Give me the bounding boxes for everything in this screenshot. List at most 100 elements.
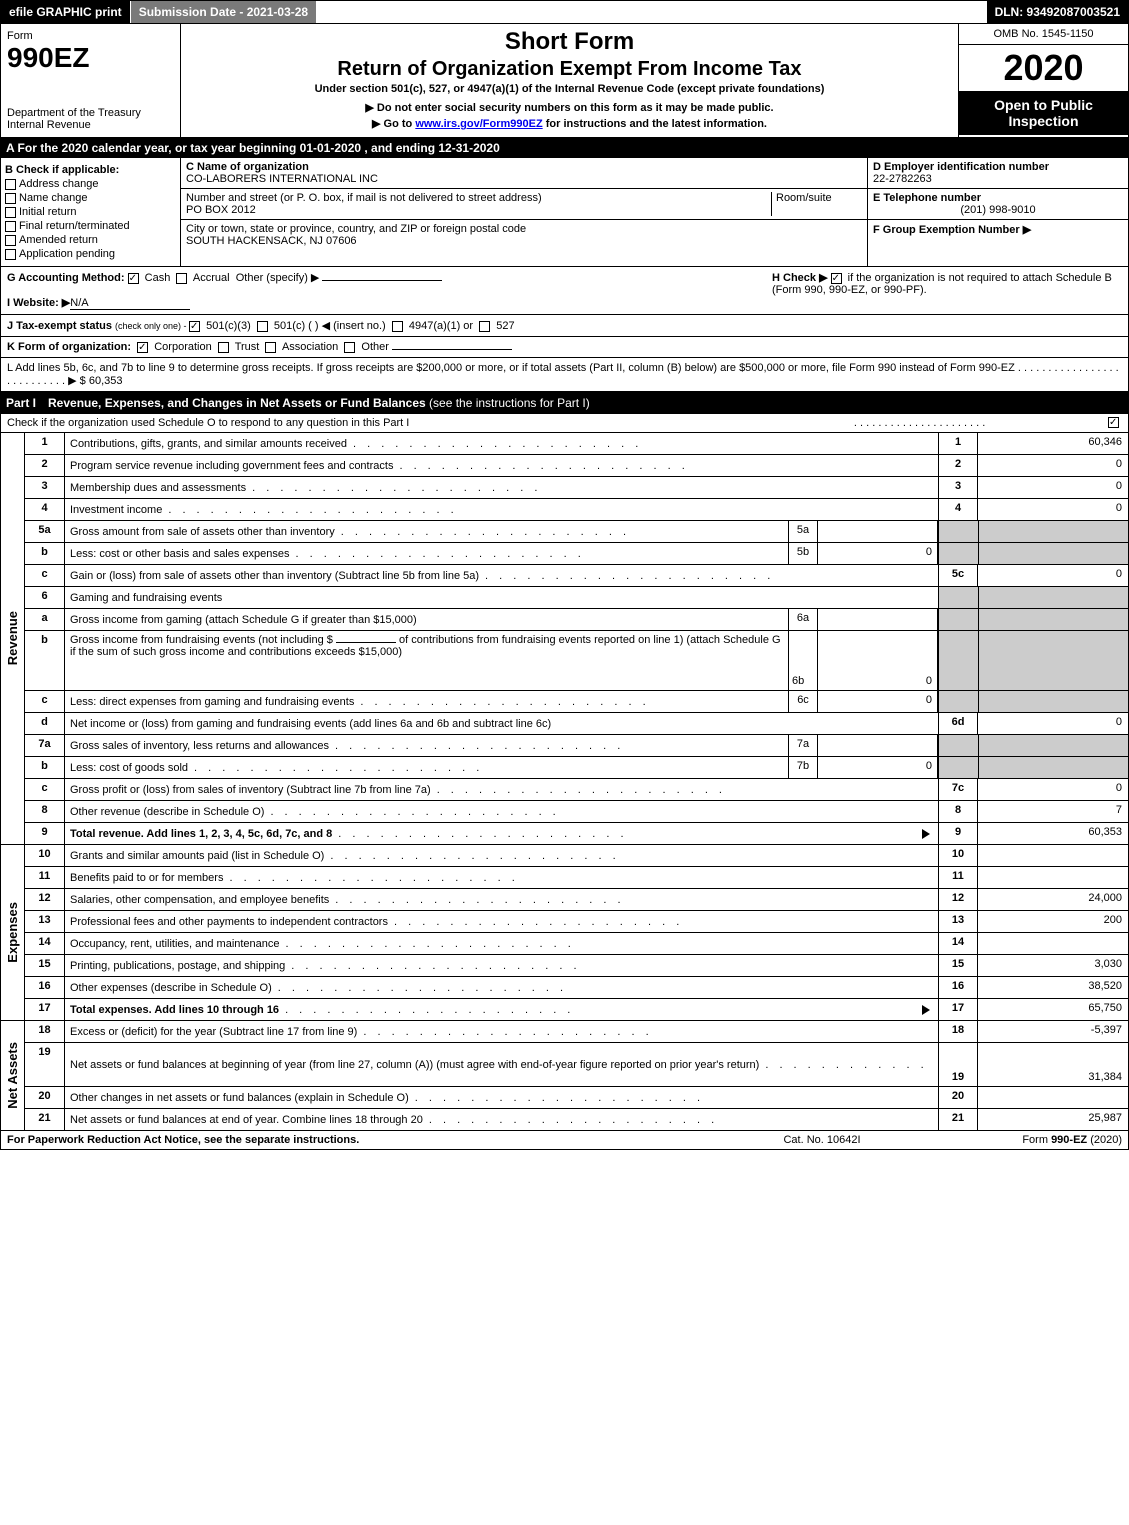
notices: ▶ Do not enter social security numbers o… bbox=[185, 101, 954, 130]
checkbox-accrual[interactable] bbox=[176, 273, 187, 284]
line-ref: 9 bbox=[938, 823, 978, 844]
checkbox-4947[interactable] bbox=[392, 321, 403, 332]
line-amount: 3,030 bbox=[978, 955, 1128, 976]
checkbox-part1-scho[interactable] bbox=[1108, 417, 1119, 428]
line-num: 6 bbox=[25, 587, 65, 608]
mini-label: 6c bbox=[788, 691, 818, 712]
line-ref: 17 bbox=[938, 999, 978, 1020]
mini-value bbox=[818, 521, 938, 542]
checkbox-corp[interactable] bbox=[137, 342, 148, 353]
other-label: Other (specify) ▶ bbox=[236, 272, 320, 284]
line-ref: 16 bbox=[938, 977, 978, 998]
line-num: c bbox=[25, 691, 65, 712]
triangle-icon bbox=[922, 1005, 930, 1015]
checkbox-icon[interactable] bbox=[5, 235, 16, 246]
checkbox-501c[interactable] bbox=[257, 321, 268, 332]
checkbox-501c3[interactable] bbox=[189, 321, 200, 332]
checkbox-assoc[interactable] bbox=[265, 342, 276, 353]
line-6d: d Net income or (loss) from gaming and f… bbox=[24, 713, 1129, 735]
line-desc: Other expenses (describe in Schedule O).… bbox=[65, 977, 938, 998]
grey-spacer bbox=[938, 543, 978, 564]
checkbox-icon[interactable] bbox=[5, 193, 16, 204]
top-bar: efile GRAPHIC print Submission Date - 20… bbox=[0, 0, 1129, 24]
line-amount: 0 bbox=[978, 477, 1128, 498]
grey-spacer bbox=[978, 631, 1128, 690]
check-amended-return: Amended return bbox=[5, 234, 176, 246]
other-specify-input[interactable] bbox=[322, 280, 442, 281]
line-desc: Net income or (loss) from gaming and fun… bbox=[65, 713, 938, 734]
l-text: L Add lines 5b, 6c, and 7b to line 9 to … bbox=[7, 362, 1015, 374]
line-amount: 0 bbox=[978, 455, 1128, 476]
checkbox-h[interactable] bbox=[831, 273, 842, 284]
section-h: H Check ▶ if the organization is not req… bbox=[772, 271, 1122, 310]
group-exemption: F Group Exemption Number ▶ bbox=[868, 220, 1128, 239]
checkbox-icon[interactable] bbox=[5, 179, 16, 190]
grey-spacer bbox=[938, 757, 978, 778]
website-value: N/A bbox=[70, 297, 190, 310]
row-j: J Tax-exempt status (check only one) - 5… bbox=[0, 315, 1129, 337]
line-num: c bbox=[25, 565, 65, 586]
line-amount: 7 bbox=[978, 801, 1128, 822]
line-desc: Printing, publications, postage, and shi… bbox=[65, 955, 938, 976]
line-num: 21 bbox=[25, 1109, 65, 1130]
l-value: $ 60,353 bbox=[80, 375, 123, 387]
checkbox-trust[interactable] bbox=[218, 342, 229, 353]
addr-block: Number and street (or P. O. box, if mail… bbox=[181, 189, 867, 220]
checkbox-icon[interactable] bbox=[5, 207, 16, 218]
line-amount bbox=[978, 867, 1128, 888]
line-ref: 10 bbox=[938, 845, 978, 866]
footer-center: Cat. No. 10642I bbox=[722, 1134, 922, 1146]
line-15: 15 Printing, publications, postage, and … bbox=[24, 955, 1129, 977]
mini-value: 0 bbox=[818, 691, 938, 712]
line-num: 15 bbox=[25, 955, 65, 976]
line-ref: 4 bbox=[938, 499, 978, 520]
check-address-change: Address change bbox=[5, 178, 176, 190]
row-k: K Form of organization: Corporation Trus… bbox=[0, 337, 1129, 358]
line-ref: 5c bbox=[938, 565, 978, 586]
revenue-side-label: Revenue bbox=[0, 433, 24, 845]
line-7a: 7a Gross sales of inventory, less return… bbox=[24, 735, 1129, 757]
checkbox-cash[interactable] bbox=[128, 273, 139, 284]
line-ref: 11 bbox=[938, 867, 978, 888]
grey-spacer bbox=[938, 609, 978, 630]
line-desc: Excess or (deficit) for the year (Subtra… bbox=[65, 1021, 938, 1042]
checkbox-icon[interactable] bbox=[5, 221, 16, 232]
contrib-input[interactable] bbox=[336, 642, 396, 643]
line-1: 1 Contributions, gifts, grants, and simi… bbox=[24, 433, 1129, 455]
mini-value: 0 bbox=[818, 543, 938, 564]
line-2: 2 Program service revenue including gove… bbox=[24, 455, 1129, 477]
opt-trust: Trust bbox=[235, 341, 260, 353]
checkbox-527[interactable] bbox=[479, 321, 490, 332]
grey-spacer bbox=[978, 691, 1128, 712]
phone-label: E Telephone number bbox=[873, 192, 981, 204]
line-amount: 60,346 bbox=[978, 433, 1128, 454]
line-desc: Occupancy, rent, utilities, and maintena… bbox=[65, 933, 938, 954]
irs-link[interactable]: www.irs.gov/Form990EZ bbox=[415, 118, 542, 130]
line-desc: Less: direct expenses from gaming and fu… bbox=[65, 691, 788, 712]
line-19: 19 Net assets or fund balances at beginn… bbox=[24, 1043, 1129, 1087]
info-block: B Check if applicable: Address change Na… bbox=[0, 158, 1129, 267]
checkbox-other-org[interactable] bbox=[344, 342, 355, 353]
header-left: Form 990EZ Department of the Treasury In… bbox=[1, 24, 181, 137]
line-desc: Investment income. . . . . . . . . . . .… bbox=[65, 499, 938, 520]
grey-spacer bbox=[978, 609, 1128, 630]
line-desc: Net assets or fund balances at beginning… bbox=[65, 1043, 938, 1086]
line-num: 13 bbox=[25, 911, 65, 932]
check-initial-return: Initial return bbox=[5, 206, 176, 218]
return-title: Return of Organization Exempt From Incom… bbox=[185, 58, 954, 81]
dln-label: DLN: 93492087003521 bbox=[987, 1, 1128, 23]
row-g-h: G Accounting Method: Cash Accrual Other … bbox=[0, 267, 1129, 315]
line-amount bbox=[978, 845, 1128, 866]
expenses-group: Expenses 10 Grants and similar amounts p… bbox=[0, 845, 1129, 1021]
part1-check-row: Check if the organization used Schedule … bbox=[0, 414, 1129, 433]
line-num: 10 bbox=[25, 845, 65, 866]
other-org-input[interactable] bbox=[392, 349, 512, 350]
line-amount: 31,384 bbox=[978, 1043, 1128, 1086]
line-ref: 19 bbox=[938, 1043, 978, 1086]
line-ref: 21 bbox=[938, 1109, 978, 1130]
line-ref: 13 bbox=[938, 911, 978, 932]
line-num: b bbox=[25, 543, 65, 564]
checkbox-icon[interactable] bbox=[5, 249, 16, 260]
line-num: 1 bbox=[25, 433, 65, 454]
line-17: 17 Total expenses. Add lines 10 through … bbox=[24, 999, 1129, 1021]
